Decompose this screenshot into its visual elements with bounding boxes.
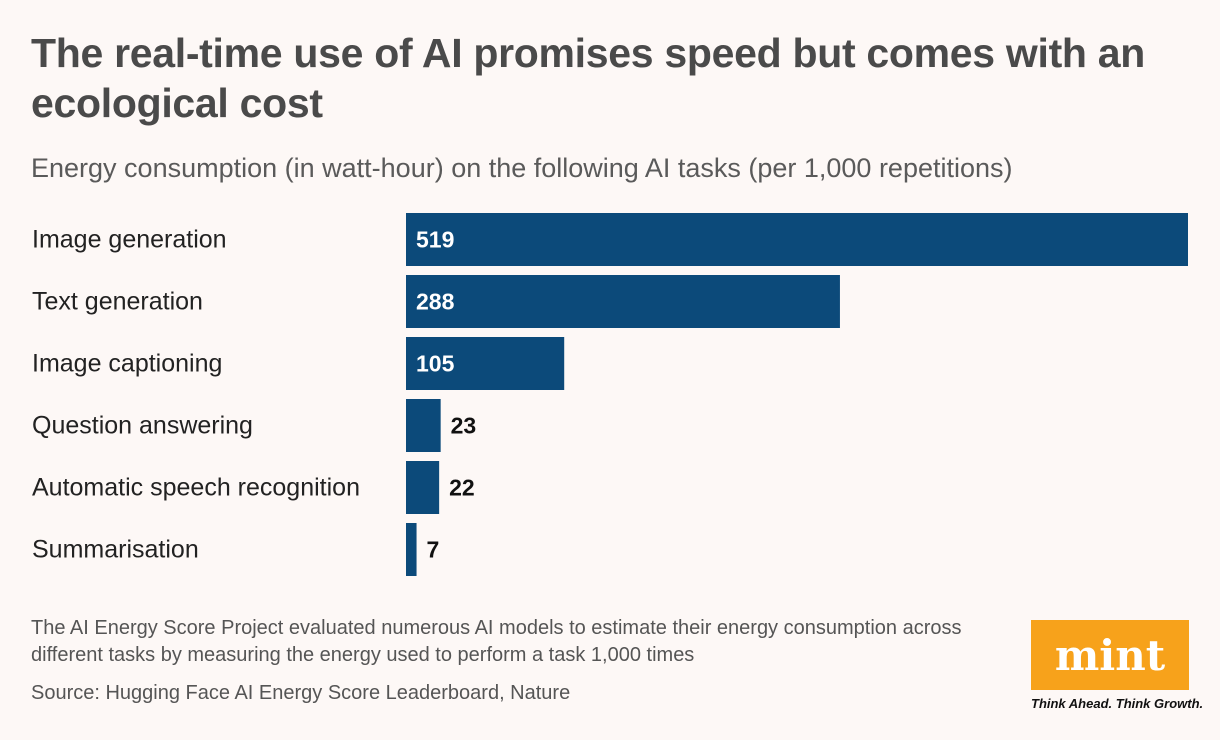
logo-text: mint bbox=[1054, 630, 1166, 680]
category-label-image-generation: Image generation bbox=[32, 226, 227, 254]
value-label-text-generation: 288 bbox=[416, 289, 455, 315]
bar-summarisation bbox=[406, 523, 417, 576]
category-label-image-captioning: Image captioning bbox=[32, 350, 222, 378]
value-label-automatic-speech-recognition: 22 bbox=[449, 475, 475, 501]
bar-chart: Image generation 519 Text generation 288 Ima… bbox=[32, 213, 1188, 576]
value-label-summarisation: 7 bbox=[427, 537, 440, 563]
chart-title: The real-time use of AI promises speed b… bbox=[31, 30, 1146, 126]
brand-tagline: Think Ahead. Think Growth. bbox=[1031, 696, 1204, 711]
category-label-text-generation: Text generation bbox=[32, 288, 203, 316]
mint-logo: mint bbox=[1031, 620, 1189, 690]
bar-text-generation bbox=[406, 275, 840, 328]
category-label-question-answering: Question answering bbox=[32, 412, 253, 440]
category-label-automatic-speech-recognition: Automatic speech recognition bbox=[32, 474, 360, 502]
value-label-question-answering: 23 bbox=[451, 413, 477, 439]
value-label-image-captioning: 105 bbox=[416, 351, 455, 377]
bar-question-answering bbox=[406, 399, 441, 452]
bar-automatic-speech-recognition bbox=[406, 461, 440, 514]
chart-source: Source: Hugging Face AI Energy Score Lea… bbox=[31, 682, 571, 704]
chart-note: The AI Energy Score Project evaluated nu… bbox=[31, 617, 962, 666]
bar-image-captioning bbox=[406, 337, 565, 390]
bar-image-generation bbox=[406, 213, 1188, 266]
value-label-image-generation: 519 bbox=[416, 227, 454, 253]
chart-subtitle: Energy consumption (in watt-hour) on the… bbox=[31, 153, 1013, 183]
category-label-summarisation: Summarisation bbox=[32, 536, 199, 564]
